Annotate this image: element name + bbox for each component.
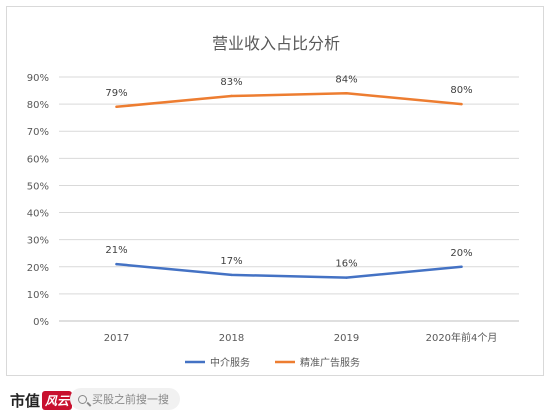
y-tick-label: 20% bbox=[27, 263, 49, 274]
search-icon bbox=[78, 394, 87, 404]
chart-card: 营业收入占比分析 0% 10% 20% 30% 40% 50% 60% 70% 80% 90% 201… bbox=[6, 6, 544, 376]
data-point bbox=[115, 105, 118, 109]
series-line bbox=[115, 92, 463, 109]
brand-name: 市值 bbox=[10, 392, 41, 410]
search-placeholder: 买股之前搜一搜 bbox=[92, 393, 169, 406]
x-tick-label: 2019 bbox=[334, 333, 359, 344]
x-tick-label: 2018 bbox=[219, 333, 244, 344]
data-label: 17% bbox=[220, 256, 242, 267]
footer-bar: 市值 风云 买股之前搜一搜 bbox=[0, 380, 550, 418]
y-tick-label: 30% bbox=[27, 236, 49, 247]
brand-logo[interactable]: 市值 风云 bbox=[10, 390, 73, 411]
data-label: 16% bbox=[335, 259, 357, 270]
series-line bbox=[115, 262, 463, 279]
y-tick-label: 40% bbox=[27, 209, 49, 220]
y-tick-label: 70% bbox=[27, 127, 49, 138]
y-tick-label: 80% bbox=[27, 100, 49, 111]
legend-entry: 精准广告服务 bbox=[300, 356, 360, 369]
data-point bbox=[230, 273, 233, 277]
x-tick-label: 2017 bbox=[104, 333, 129, 344]
data-point bbox=[345, 92, 348, 95]
data-point bbox=[460, 102, 463, 106]
y-tick-label: 60% bbox=[27, 154, 49, 165]
data-label: 84% bbox=[335, 74, 357, 85]
y-tick-label: 50% bbox=[27, 181, 49, 192]
data-label: 83% bbox=[220, 77, 242, 88]
data-point bbox=[230, 94, 233, 98]
data-label: 20% bbox=[450, 248, 472, 259]
x-tick-label: 2020年前4个月 bbox=[426, 331, 498, 344]
data-point bbox=[460, 265, 463, 268]
y-tick-label: 10% bbox=[27, 290, 49, 301]
data-label: 21% bbox=[105, 245, 127, 256]
search-input[interactable]: 买股之前搜一搜 bbox=[70, 388, 180, 410]
y-tick-label: 0% bbox=[33, 317, 49, 328]
legend-entry: 中介服务 bbox=[210, 356, 250, 369]
y-tick-label: 90% bbox=[27, 73, 49, 84]
brand-seal: 风云 bbox=[42, 391, 73, 410]
data-label: 80% bbox=[450, 85, 472, 96]
data-point bbox=[115, 262, 118, 266]
line-chart: 营业收入占比分析 0% 10% 20% 30% 40% 50% 60% 70% 80% 90% 201… bbox=[27, 34, 519, 369]
data-point bbox=[345, 276, 348, 279]
data-label: 79% bbox=[105, 88, 127, 99]
chart-title: 营业收入占比分析 bbox=[212, 34, 340, 53]
